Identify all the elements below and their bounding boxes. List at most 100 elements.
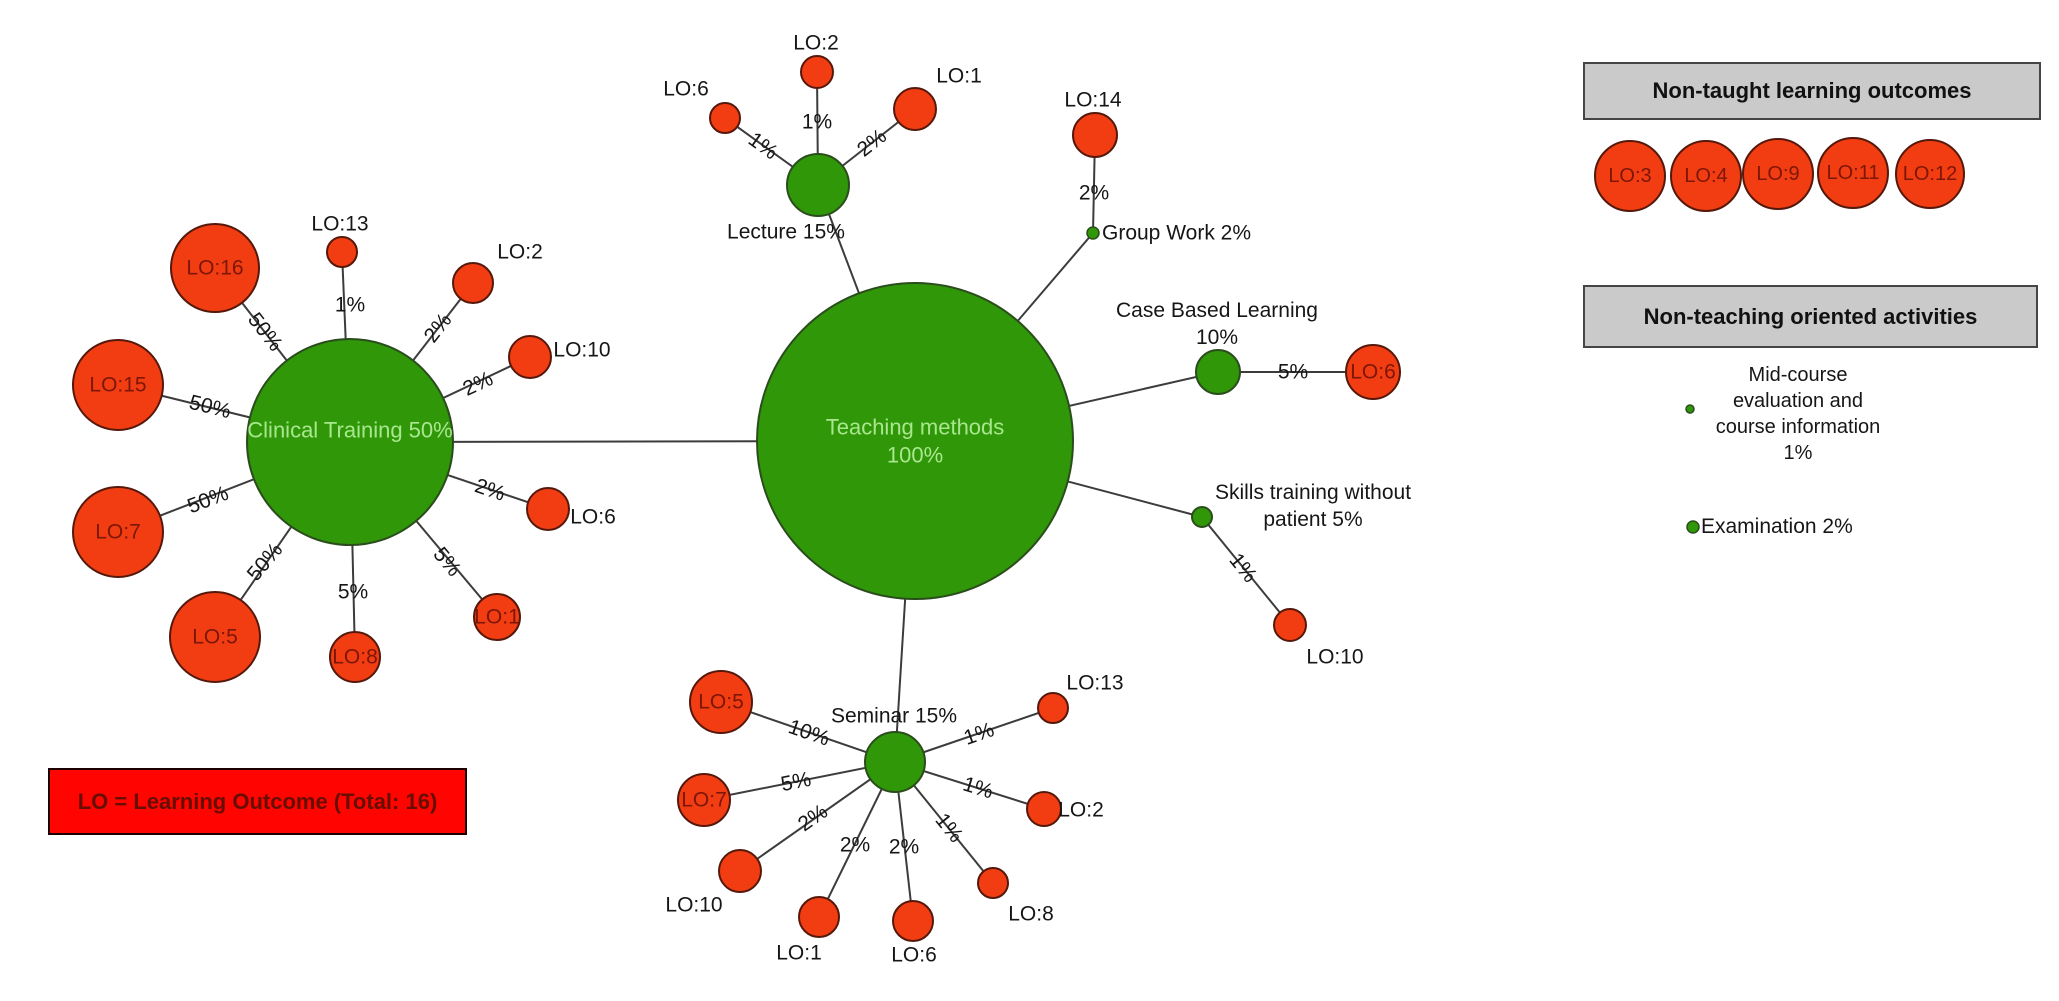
node-c6 <box>526 487 570 531</box>
node-p3 <box>1594 140 1666 212</box>
skills-label: Skills training without patient 5% <box>1215 481 1411 531</box>
l6-label: LO:6 <box>663 78 709 101</box>
cbl-label: Case Based Learning 10% <box>1116 299 1318 349</box>
node-clinical <box>246 338 454 546</box>
edge-se10-seminar-label: 2% <box>794 800 832 836</box>
edge-se7-seminar-label: 5% <box>779 768 813 796</box>
se2-label: LO:2 <box>1058 799 1104 822</box>
edge-se5-seminar-label: 10% <box>785 715 832 750</box>
se13-label: LO:13 <box>1066 672 1123 695</box>
node-p4 <box>1670 140 1742 212</box>
node-se1 <box>798 896 840 938</box>
s10-label: LO:10 <box>1306 646 1363 669</box>
node-c15 <box>72 339 164 431</box>
mid-course-evaluation-label: Mid-course evaluation and course informa… <box>1715 364 1881 464</box>
edge-c1-clinical-label: 5% <box>428 543 465 581</box>
edge-c8-clinical-label: 5% <box>338 581 368 604</box>
l2-label: LO:2 <box>793 32 839 55</box>
edge-se1-seminar-label: 2% <box>840 834 870 857</box>
c7-label: LO:7 <box>95 521 141 544</box>
node-lecture <box>786 153 850 217</box>
c5-label: LO:5 <box>192 626 238 649</box>
node-c1 <box>473 593 521 641</box>
node-l1 <box>893 87 937 131</box>
c10-label: LO:10 <box>553 339 610 362</box>
node-p12 <box>1895 139 1965 209</box>
clinical-label: Clinical Training 50% <box>247 418 452 443</box>
c13-label: LO:13 <box>311 213 368 236</box>
edge-se6-seminar-label: 2% <box>889 836 919 859</box>
node-se5 <box>689 670 753 734</box>
lecture-label: Lecture 15% <box>727 221 845 244</box>
node-g14 <box>1072 112 1118 158</box>
l1-label: LO:1 <box>936 65 982 88</box>
se7-label: LO:7 <box>681 789 727 812</box>
node-hub <box>756 282 1074 600</box>
g14-label: LO:14 <box>1064 89 1122 112</box>
node-c2 <box>452 262 494 304</box>
node-c7 <box>72 486 164 578</box>
node-seminar <box>864 731 926 793</box>
se8-label: LO:8 <box>1008 903 1054 926</box>
edge-l2-lecture-label: 1% <box>802 111 832 134</box>
node-gw <box>1086 226 1100 240</box>
node-c8 <box>329 631 381 683</box>
edge-c10-clinical-label: 2% <box>459 367 496 401</box>
edge-c15-clinical-label: 50% <box>187 391 233 423</box>
node-skills <box>1191 506 1213 528</box>
edge-c5-clinical-label: 50% <box>243 539 288 586</box>
edge-c13-clinical-label: 1% <box>335 294 365 317</box>
node-se2 <box>1026 791 1062 827</box>
p11-label: LO:11 <box>1827 162 1880 184</box>
node-c10 <box>508 335 552 379</box>
node-cb6 <box>1345 344 1401 400</box>
non-teaching-activities-title: Non-teaching oriented activities <box>1643 303 1978 329</box>
node-s10 <box>1273 608 1307 642</box>
edge-se13-seminar-label: 1% <box>961 718 997 750</box>
hub-label: Teaching methods 100% <box>826 415 1005 468</box>
node-se10 <box>718 849 762 893</box>
node-c16 <box>170 223 260 313</box>
node-se6 <box>892 900 934 942</box>
lo-legend-text: LO = Learning Outcome (Total: 16) <box>77 788 438 814</box>
gw-label: Group Work 2% <box>1102 222 1251 245</box>
edge-s10-skills <box>1201 516 1291 626</box>
se10-label: LO:10 <box>665 894 722 917</box>
lo-legend-box: LO = Learning Outcome (Total: 16) <box>48 768 467 835</box>
edge-l6-lecture-label: 1% <box>744 128 782 164</box>
p9-label: LO:9 <box>1756 163 1799 185</box>
c8-label: LO:8 <box>332 646 378 669</box>
node-c5 <box>169 591 261 683</box>
c1-label: LO:1 <box>474 606 520 629</box>
c2-label: LO:2 <box>497 241 543 264</box>
node-se7 <box>677 773 731 827</box>
edge-se10-seminar <box>739 761 896 872</box>
edge-s10-skills-label: 1% <box>1225 549 1262 587</box>
p4-label: LO:4 <box>1684 165 1727 187</box>
c6-label: LO:6 <box>570 506 616 529</box>
node-p9 <box>1742 138 1814 210</box>
edge-c16-clinical-label: 50% <box>243 308 287 355</box>
non-taught-outcomes-title: Non-taught learning outcomes <box>1652 78 1972 103</box>
node-se13 <box>1037 692 1069 724</box>
node-mcdot <box>1685 404 1695 414</box>
node-c13 <box>326 236 358 268</box>
node-cbl <box>1195 349 1241 395</box>
p12-label: LO:12 <box>1903 163 1957 185</box>
c15-label: LO:15 <box>89 374 146 397</box>
edge-cb6-cbl-label: 5% <box>1278 361 1308 384</box>
node-l2 <box>800 55 834 89</box>
c16-label: LO:16 <box>186 257 243 280</box>
non-teaching-activities-header: Non-teaching oriented activities <box>1583 285 2038 348</box>
edge-g14-gw-label: 2% <box>1079 182 1109 205</box>
node-l6 <box>709 102 741 134</box>
edge-c2-clinical-label: 2% <box>420 309 457 347</box>
node-exdot <box>1686 520 1700 534</box>
se5-label: LO:5 <box>698 691 744 714</box>
edge-c7-clinical-label: 50% <box>184 482 231 519</box>
examination-label: Examination 2% <box>1701 515 1853 538</box>
cb6-label: LO:6 <box>1350 361 1396 384</box>
seminar-label: Seminar 15% <box>831 705 957 728</box>
